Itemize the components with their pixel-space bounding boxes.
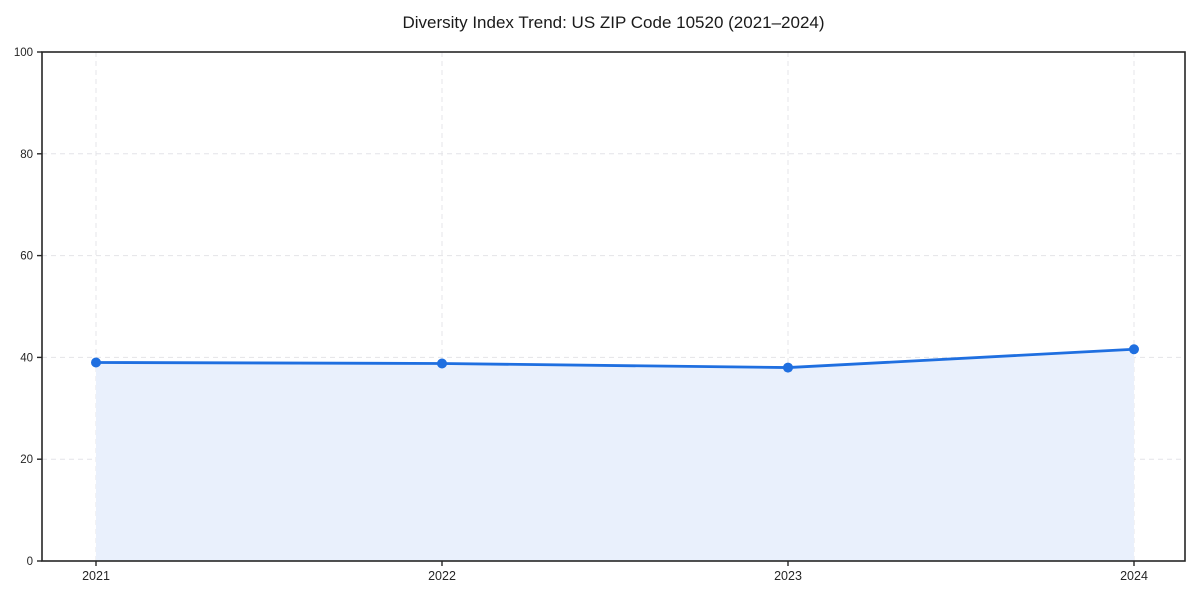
y-tick-label-0: 0 [27,556,33,568]
area-fill [96,349,1134,561]
data-point-2023 [783,362,793,373]
y-tick-label-80: 80 [20,149,33,161]
x-tick-label-2022: 2022 [428,569,456,583]
trend-line [94,347,1136,369]
x-tick-label-2021: 2021 [82,569,110,583]
x-tick-label-2023: 2023 [774,569,802,583]
x-tick-label-2024: 2024 [1120,569,1148,583]
plot-frame [41,51,1186,562]
y-tick-label-40: 40 [20,352,33,364]
data-point-2024 [1129,344,1139,355]
chart-title: Diversity Index Trend: US ZIP Code 10520… [402,13,825,32]
data-point-2022 [437,358,447,369]
y-tick-label-60: 60 [20,251,33,263]
data-point-2021 [91,357,101,368]
y-tick-label-20: 20 [20,454,33,466]
y-tick-label-100: 100 [14,47,33,59]
